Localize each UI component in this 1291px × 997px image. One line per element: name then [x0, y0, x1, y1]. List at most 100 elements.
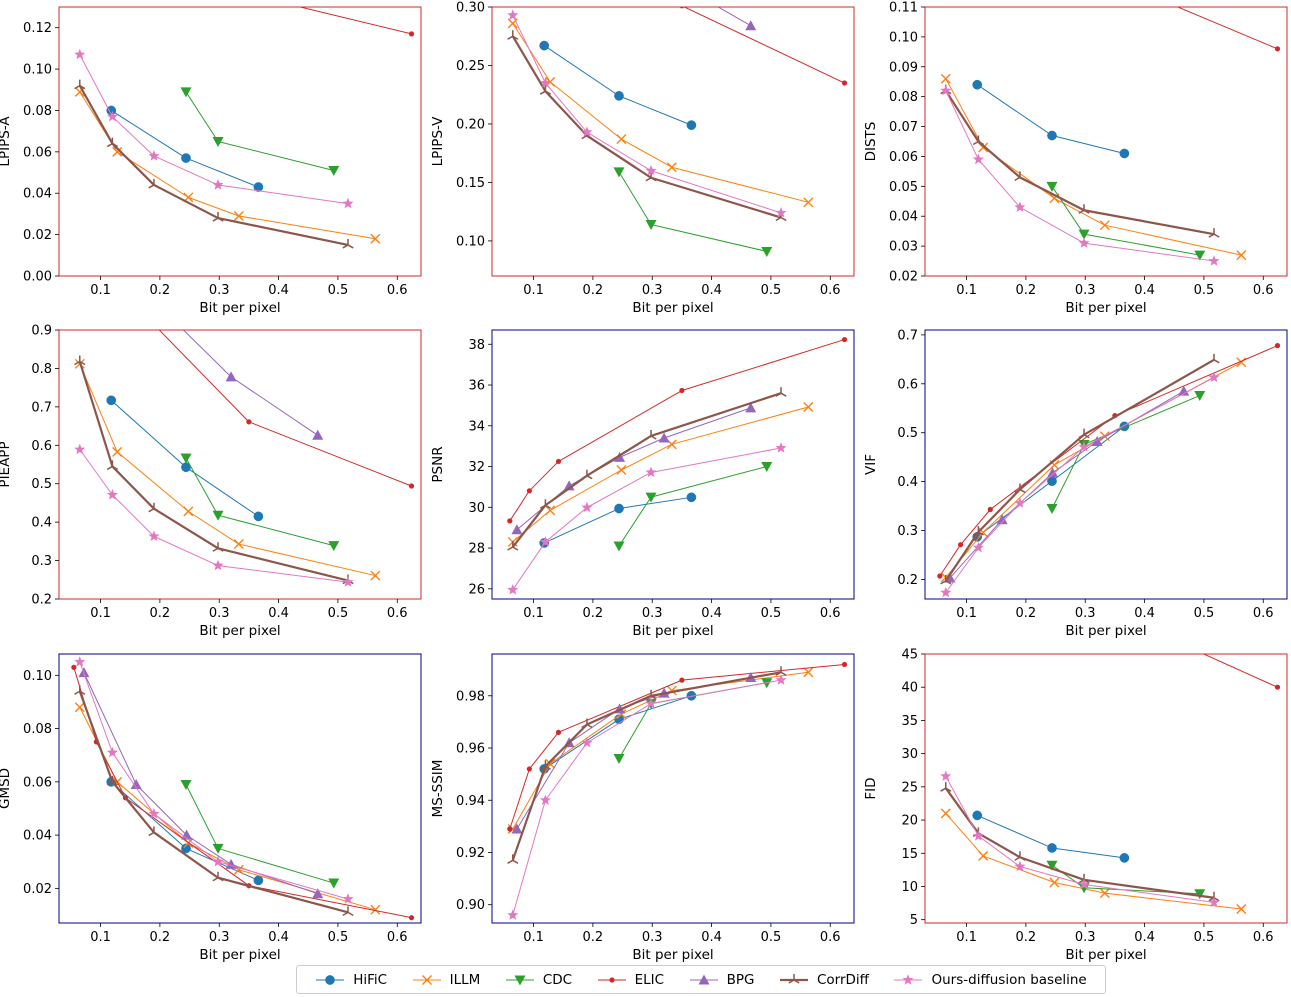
series-line-ours [945, 90, 1215, 262]
series-line-elic [683, 7, 845, 84]
point-ours-3 [1078, 878, 1090, 890]
point-elic-0 [507, 518, 513, 524]
series-line-bpg [949, 390, 1184, 579]
point-ours-2 [1014, 201, 1026, 212]
series-line-elic [1202, 654, 1278, 688]
y-tick-label: 20 [901, 814, 918, 829]
point-hific-2 [253, 182, 264, 192]
x-tick-label: 0.4 [701, 930, 722, 945]
x-tick-label: 0.6 [387, 283, 408, 298]
x-axis-label: Bit per pixel [199, 947, 280, 963]
axes-frame [58, 653, 422, 924]
y-tick-label: 0.11 [889, 1, 918, 16]
x-tick-label: 0.5 [328, 283, 349, 298]
x-tick-label: 0.2 [1016, 606, 1037, 621]
legend-swatch-icon [894, 973, 923, 985]
legend-item-elic: ELIC [597, 972, 664, 988]
series-line-corrdiff [78, 690, 349, 914]
y-tick-label: 0.25 [456, 59, 485, 74]
point-elic-1 [526, 488, 532, 494]
x-tick-label: 0.1 [956, 283, 977, 298]
x-tick-label: 0.3 [1075, 606, 1096, 621]
point-bpg-1 [563, 480, 575, 491]
y-tick-label: 0.7 [31, 400, 52, 415]
point-ours-3 [1078, 441, 1090, 452]
point-ours-3 [645, 164, 657, 176]
point-bpg-0 [511, 524, 523, 535]
point-bpg-2 [1047, 467, 1059, 478]
y-axis-label: PSNR [430, 446, 446, 482]
legend-swatch-icon [597, 976, 626, 983]
x-tick-label: 0.4 [268, 283, 289, 298]
legend-label: BPG [726, 971, 755, 988]
x-tick-label: 0.5 [328, 606, 349, 621]
series-line-elic [1176, 7, 1278, 50]
y-tick-label: 40 [901, 681, 918, 696]
point-illm-0 [74, 702, 85, 713]
y-tick-label: 0.2 [897, 573, 918, 588]
legend-swatch-icon [316, 974, 345, 985]
point-corrdiff-2 [1014, 171, 1026, 182]
x-tick-label: 0.5 [1194, 283, 1215, 298]
chart-panel-psnr: 0.1 0.2 0.3 0.4 0.5 0.6 26 28 30 32 34 36 38 Bit per … [430, 329, 855, 639]
point-ours-1 [539, 77, 551, 88]
point-elic-0 [507, 826, 513, 832]
point-corrdiff-1 [106, 137, 118, 148]
x-tick-label: 0.2 [583, 930, 604, 945]
point-bpg-2 [181, 829, 193, 840]
point-ours-3 [212, 179, 224, 190]
point-ours-4 [775, 207, 787, 218]
point-ours-2 [1014, 497, 1026, 508]
x-tick-label: 0.4 [1134, 606, 1155, 621]
point-cdc-2 [1194, 250, 1206, 261]
point-corrdiff-3 [212, 542, 224, 552]
point-ours-1 [539, 536, 551, 547]
point-corrdiff-3 [1078, 428, 1090, 439]
y-tick-label: 0.5 [897, 426, 918, 441]
series-line-cdc [1051, 864, 1200, 895]
point-ours-0 [507, 909, 519, 920]
x-tick-label: 0.5 [1194, 930, 1215, 945]
point-illm-1 [112, 446, 123, 457]
chart-panel-lpips-a: 0.1 0.2 0.3 0.4 0.5 0.6 0.00 0.02 0.04 0.06 0.08 0.… [0, 6, 422, 316]
y-tick-label: 0.3 [31, 554, 52, 569]
point-elic-3 [679, 387, 685, 394]
point-illm-4 [1236, 250, 1247, 261]
x-tick-label: 0.5 [1194, 606, 1215, 621]
point-cdc-1 [1078, 229, 1090, 240]
x-tick-label: 0.2 [1016, 283, 1037, 298]
series-line-illm [79, 91, 376, 240]
legend-item-illm: ILLM [412, 972, 480, 988]
plot-area [74, 7, 415, 249]
point-hific-2 [253, 875, 264, 886]
point-illm-2 [1049, 877, 1060, 888]
point-illm-4 [803, 667, 814, 678]
legend: HiFiC ILLM CDC ELIC BPG CorrDiff Ours-diffusio… [296, 965, 1106, 994]
x-tick-label: 0.1 [90, 283, 111, 298]
point-elic-4 [1274, 343, 1281, 349]
legend-item-bpg: BPG [689, 971, 755, 988]
y-tick-label: 0.10 [889, 30, 918, 45]
point-elic-0 [937, 573, 943, 579]
y-tick-label: 0.07 [889, 120, 918, 135]
point-bpg-4 [1178, 385, 1190, 396]
point-corrdiff-0 [74, 79, 86, 90]
point-illm-4 [370, 233, 381, 244]
point-corrdiff-0 [940, 574, 952, 585]
point-cdc-1 [645, 492, 657, 503]
plot-area [937, 343, 1281, 598]
point-ours-3 [212, 855, 224, 867]
point-bpg-0 [166, 313, 177, 323]
y-tick-label: 0.4 [31, 516, 52, 531]
x-tick-label: 0.5 [761, 930, 782, 945]
x-tick-label: 0.6 [820, 606, 841, 621]
x-tick-label: 0.6 [1253, 606, 1274, 621]
point-corrdiff-2 [1014, 483, 1026, 494]
plot-area [74, 313, 415, 587]
x-tick-label: 0.4 [268, 930, 289, 945]
point-ours-2 [148, 530, 160, 542]
chart-panel-pieapp: 0.1 0.2 0.3 0.4 0.5 0.6 0.2 0.3 0.4 0.5 0.6 0.7 0.8 0… [0, 313, 422, 639]
x-tick-label: 0.1 [90, 930, 111, 945]
series-line-cdc [618, 466, 767, 547]
series-line-elic [73, 667, 412, 919]
